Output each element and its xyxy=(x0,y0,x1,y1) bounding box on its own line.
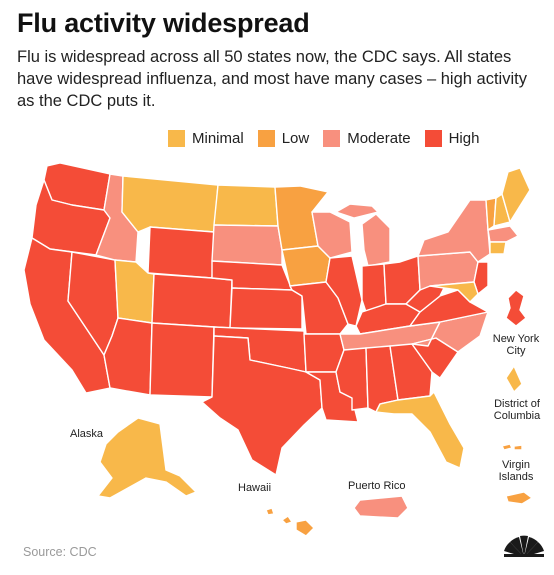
legend-item-minimal: Minimal xyxy=(168,130,244,147)
state-illinois xyxy=(325,255,363,327)
state-texas xyxy=(201,335,323,476)
label-puerto-rico: Puerto Rico xyxy=(348,480,405,492)
legend-swatch xyxy=(323,130,341,147)
region-new-york-city xyxy=(505,289,527,327)
state-michigan-upper xyxy=(335,203,379,219)
state-iowa xyxy=(281,245,331,287)
legend-swatch xyxy=(257,130,275,147)
legend-label: Minimal xyxy=(192,130,244,147)
page-title: Flu activity widespread xyxy=(17,8,310,38)
label-alaska: Alaska xyxy=(70,428,104,440)
state-michigan xyxy=(361,213,391,267)
state-kansas xyxy=(229,287,303,330)
state-new-mexico xyxy=(149,322,215,398)
subtitle: Flu is widespread across all 50 states n… xyxy=(17,48,527,110)
state-south-dakota xyxy=(211,224,283,266)
state-hawaii xyxy=(265,507,315,537)
label-district-of-columbia-2: Columbia xyxy=(494,410,541,422)
label-hawaii: Hawaii xyxy=(238,482,271,494)
state-montana xyxy=(121,175,219,233)
state-florida xyxy=(375,391,465,469)
state-new-york xyxy=(417,199,491,263)
legend-swatch xyxy=(424,130,442,147)
state-wisconsin xyxy=(311,211,353,259)
legend: Minimal Low Moderate High xyxy=(168,130,479,147)
state-maine xyxy=(501,167,531,223)
state-california xyxy=(23,237,111,394)
legend-item-high: High xyxy=(424,130,480,147)
state-colorado xyxy=(151,273,233,329)
legend-label: High xyxy=(448,130,480,147)
source-note: Source: CDC xyxy=(23,545,97,559)
label-district-of-columbia: District of xyxy=(494,398,541,410)
label-virgin-islands-2: Islands xyxy=(499,471,534,483)
region-virgin-islands xyxy=(501,443,533,505)
state-north-dakota xyxy=(213,184,279,227)
state-new-jersey xyxy=(473,261,489,295)
region-puerto-rico xyxy=(353,495,409,519)
state-maryland xyxy=(429,281,479,303)
legend-label: Low xyxy=(281,130,310,147)
nbc-peacock-icon xyxy=(504,535,544,557)
label-new-york-city: New York xyxy=(493,333,540,345)
legend-swatch xyxy=(168,130,185,147)
state-massachusetts xyxy=(487,225,519,243)
state-wyoming xyxy=(147,226,215,279)
region-district-of-columbia xyxy=(505,365,523,393)
label-virgin-islands: Virgin xyxy=(502,459,530,471)
state-connecticut xyxy=(489,241,507,255)
state-alaska xyxy=(97,417,197,499)
legend-item-moderate: Moderate xyxy=(323,130,411,147)
label-new-york-city-2: City xyxy=(507,345,526,357)
legend-label: Moderate xyxy=(347,130,411,147)
legend-item-low: Low xyxy=(257,130,310,147)
